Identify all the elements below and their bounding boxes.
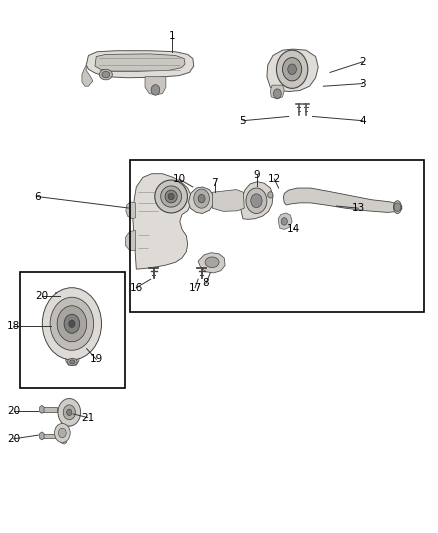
Ellipse shape [393,201,401,214]
Polygon shape [278,213,292,229]
Circle shape [288,64,297,75]
Circle shape [42,288,102,360]
Text: 3: 3 [359,78,366,88]
Ellipse shape [70,360,75,364]
Text: 6: 6 [34,191,40,201]
Polygon shape [40,406,44,414]
Text: 20: 20 [7,434,20,444]
Circle shape [58,428,66,438]
Ellipse shape [155,180,187,213]
Polygon shape [145,77,166,95]
Ellipse shape [168,193,174,200]
Polygon shape [283,188,402,213]
Circle shape [67,409,72,416]
Ellipse shape [165,190,177,203]
Polygon shape [133,174,191,269]
Text: 8: 8 [203,278,209,288]
Polygon shape [126,202,135,219]
Text: 12: 12 [268,174,281,184]
Circle shape [64,314,80,333]
Ellipse shape [205,257,219,268]
Polygon shape [60,433,67,444]
Polygon shape [270,85,284,99]
Circle shape [251,194,262,208]
Text: 17: 17 [188,282,201,293]
Circle shape [246,188,267,214]
Polygon shape [188,187,214,214]
Circle shape [198,195,205,203]
Ellipse shape [67,358,77,366]
Circle shape [57,306,87,342]
Circle shape [273,89,281,99]
Text: 10: 10 [173,174,186,184]
Bar [40,433,57,438]
Polygon shape [125,230,135,251]
Polygon shape [63,413,75,426]
Circle shape [283,58,302,81]
Text: 13: 13 [352,203,365,213]
Circle shape [194,189,209,208]
Polygon shape [86,51,194,78]
Circle shape [63,405,75,419]
Text: 1: 1 [169,31,175,41]
Text: 21: 21 [81,413,94,423]
Bar [130,160,424,312]
Polygon shape [95,54,185,71]
Text: 2: 2 [359,57,366,67]
Circle shape [58,399,81,426]
Polygon shape [241,182,273,219]
Polygon shape [62,324,82,365]
Text: 14: 14 [287,224,300,235]
Ellipse shape [161,186,182,207]
Ellipse shape [268,192,273,198]
Text: 7: 7 [212,177,218,188]
Polygon shape [212,190,244,212]
Ellipse shape [102,71,110,78]
Text: 20: 20 [35,290,49,301]
Circle shape [151,85,160,95]
Text: 4: 4 [359,116,366,126]
Circle shape [281,217,287,225]
Circle shape [50,297,94,350]
Text: 20: 20 [7,406,20,416]
Circle shape [394,203,401,212]
Polygon shape [198,253,225,273]
Text: 18: 18 [7,321,20,331]
Bar [40,407,57,412]
Bar [20,272,125,389]
Circle shape [54,423,70,442]
Ellipse shape [99,69,113,80]
Bar [55,293,67,297]
Text: 9: 9 [254,171,260,180]
Circle shape [276,50,308,88]
Polygon shape [82,65,93,86]
Text: 5: 5 [240,116,246,126]
Polygon shape [55,292,61,297]
Text: 16: 16 [130,282,143,293]
Polygon shape [40,432,44,440]
Circle shape [69,320,75,327]
Text: 19: 19 [90,354,103,364]
Polygon shape [267,49,318,92]
